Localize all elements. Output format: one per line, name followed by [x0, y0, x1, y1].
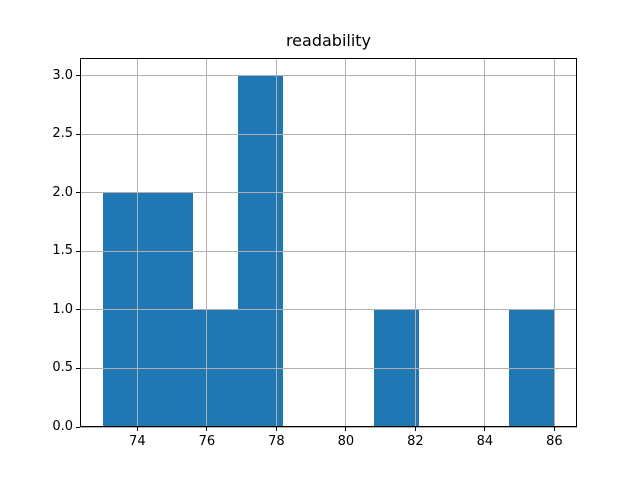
x-tick-label: 86 — [546, 434, 563, 449]
y-tick-mark — [76, 192, 80, 194]
y-tick-label: 0.5 — [52, 360, 73, 376]
x-tick-label: 78 — [268, 434, 285, 449]
x-tick-mark — [206, 427, 208, 431]
vertical-gridline — [414, 58, 416, 427]
chart-title: readability — [285, 31, 372, 50]
horizontal-gridline — [80, 133, 577, 135]
x-tick-mark — [414, 427, 416, 431]
y-tick-label: 2.0 — [52, 184, 73, 200]
vertical-gridline — [206, 58, 208, 427]
vertical-gridline — [553, 58, 555, 427]
y-tick-label: 3.0 — [52, 67, 73, 83]
horizontal-gridline — [80, 367, 577, 369]
x-tick-label: 82 — [407, 434, 424, 449]
horizontal-gridline — [80, 250, 577, 252]
horizontal-gridline — [80, 75, 577, 77]
y-tick-mark — [76, 309, 80, 311]
x-tick-label: 74 — [129, 434, 146, 449]
vertical-gridline — [136, 58, 138, 427]
horizontal-gridline — [80, 426, 577, 428]
x-tick-mark — [275, 427, 277, 431]
vertical-gridline — [484, 58, 486, 427]
y-tick-label: 2.5 — [52, 126, 73, 142]
y-tick-label: 1.5 — [52, 243, 73, 259]
x-tick-label: 80 — [337, 434, 355, 449]
horizontal-gridline — [80, 192, 577, 194]
x-tick-mark — [345, 427, 347, 431]
y-tick-mark — [76, 426, 80, 428]
y-tick-mark — [76, 133, 80, 135]
y-tick-mark — [76, 75, 80, 77]
vertical-gridline — [275, 58, 277, 427]
plot-area — [80, 58, 577, 427]
x-tick-label: 84 — [476, 434, 494, 449]
y-tick-label: 1.0 — [52, 301, 73, 317]
vertical-gridline — [345, 58, 347, 427]
y-tick-label: 0.0 — [52, 419, 73, 434]
x-tick-mark — [484, 427, 486, 431]
x-tick-mark — [553, 427, 555, 431]
x-tick-label: 76 — [198, 434, 216, 449]
y-tick-mark — [76, 250, 80, 252]
x-tick-mark — [136, 427, 138, 431]
y-tick-mark — [76, 367, 80, 369]
horizontal-gridline — [80, 309, 577, 311]
